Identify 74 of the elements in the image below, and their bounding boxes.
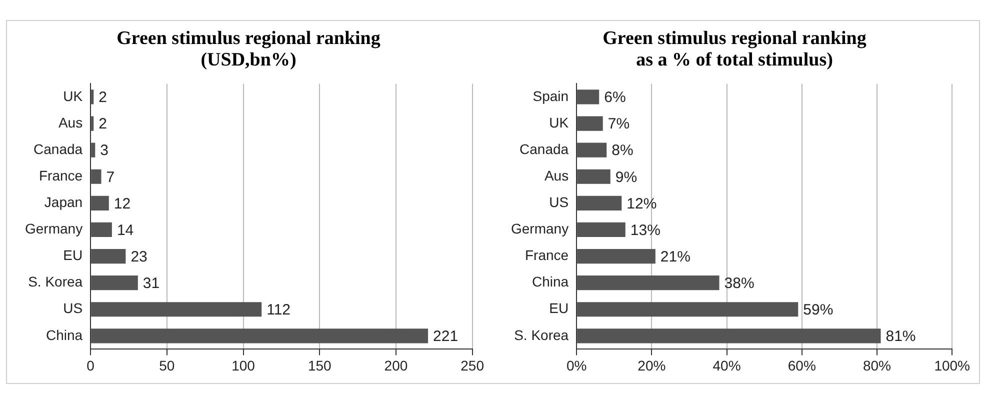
data-label: 2 (98, 116, 107, 133)
y-tick-label: China (46, 326, 83, 343)
y-tick-label: China (532, 274, 569, 290)
data-label: 59% (803, 302, 834, 319)
bar (577, 169, 610, 184)
bar (91, 142, 96, 158)
x-tick-label: 100% (934, 357, 970, 374)
data-label: 12% (626, 195, 657, 212)
bar (91, 248, 126, 264)
y-tick-label: EU (63, 247, 83, 264)
y-tick-label: Japan (44, 194, 83, 210)
bar (91, 116, 94, 131)
data-label: 8% (612, 142, 634, 160)
data-label: 6% (604, 89, 626, 106)
y-tick-label: Spain (532, 88, 569, 104)
y-tick-label: Aus (58, 114, 83, 130)
data-label: 12 (114, 195, 131, 212)
data-label: 7% (608, 116, 630, 133)
x-tick-label: 100 (232, 357, 256, 374)
bar (577, 142, 607, 158)
x-tick-label: 200 (384, 357, 408, 374)
data-label: 13% (630, 222, 660, 239)
bar (91, 196, 109, 210)
data-label: 38% (724, 274, 754, 292)
bar (577, 196, 622, 210)
bar (91, 90, 94, 104)
y-tick-label: France (524, 247, 569, 264)
x-tick-label: 60% (788, 357, 816, 374)
bar (91, 276, 138, 290)
data-label: 21% (660, 248, 690, 266)
data-label: 221 (433, 328, 458, 346)
chart-title: Green stimulus regional ranking as a % of total stimulus) (602, 28, 867, 71)
data-label: 7 (106, 168, 115, 186)
x-tick-label: 0 (86, 357, 95, 374)
x-tick-label: 80% (862, 357, 892, 374)
y-tick-label: Canada (34, 140, 83, 157)
y-tick-label: US (63, 300, 83, 316)
data-label: 31 (142, 274, 160, 292)
chart-title: Green stimulus regional ranking (USD,bn%) (116, 28, 381, 71)
data-label: 9% (615, 168, 638, 186)
y-tick-label: Germany (24, 220, 83, 237)
y-tick-label: Germany (510, 220, 569, 237)
data-label: 81% (886, 328, 916, 346)
y-tick-label: Aus (544, 167, 569, 184)
y-tick-label: S. Korea (514, 326, 569, 343)
y-tick-label: Canada (520, 140, 569, 157)
bar (577, 222, 626, 238)
x-tick-label: 250 (460, 357, 484, 374)
y-tick-label: UK (549, 114, 570, 130)
bar (577, 248, 656, 264)
bar (91, 169, 102, 184)
bar (577, 90, 600, 104)
data-label: 2 (98, 89, 107, 106)
bar (91, 222, 112, 238)
x-tick-label: 150 (308, 357, 332, 374)
x-tick-label: 0% (566, 357, 587, 374)
y-tick-label: EU (549, 300, 569, 316)
bar (577, 276, 720, 290)
bar (577, 302, 798, 317)
y-tick-label: US (549, 194, 569, 210)
bar (577, 328, 881, 344)
bar (91, 328, 428, 344)
bar (577, 116, 603, 131)
y-tick-label: UK (63, 88, 84, 104)
data-label: 3 (100, 142, 108, 160)
x-tick-label: 40% (712, 357, 741, 374)
y-tick-label: S. Korea (28, 274, 83, 290)
data-label: 112 (266, 302, 291, 319)
data-label: 14 (116, 222, 134, 239)
x-tick-label: 20% (638, 357, 666, 374)
y-tick-label: France (38, 167, 83, 184)
bar (91, 302, 262, 317)
data-label: 23 (130, 248, 148, 266)
x-tick-label: 50 (159, 357, 175, 374)
